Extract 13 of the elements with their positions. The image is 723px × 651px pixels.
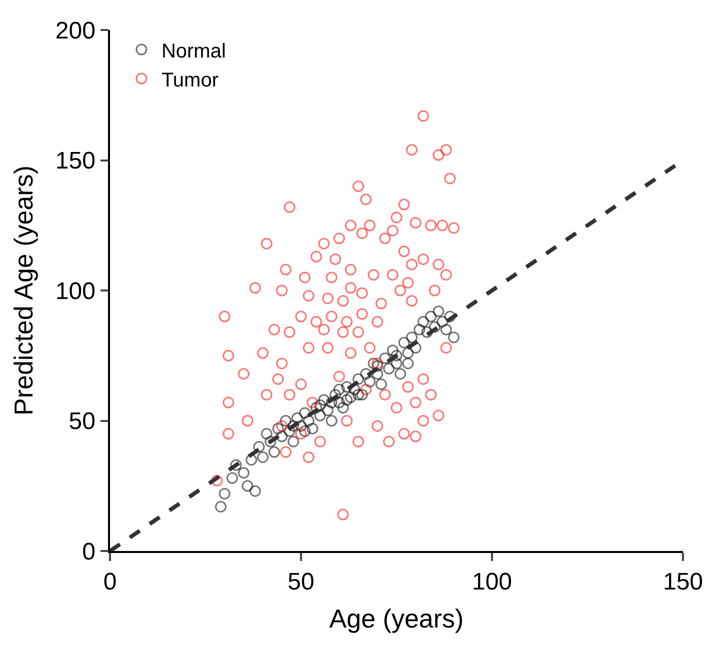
legend-label: Tumor — [161, 69, 219, 92]
y-tick-label: 0 — [82, 538, 96, 566]
x-tick-label: 100 — [472, 568, 512, 596]
y-tick-label: 100 — [55, 278, 96, 305]
y-tick-label: 200 — [55, 17, 96, 44]
y-tick-label: 150 — [55, 148, 96, 175]
x-tick-label: 50 — [288, 568, 314, 596]
legend-label: Normal — [161, 40, 226, 62]
x-tick-label: 0 — [103, 568, 117, 596]
y-tick-label: 50 — [68, 408, 96, 436]
y-axis-title: Predicted Age (years) — [8, 165, 38, 416]
x-axis-title: Age (years) — [329, 604, 464, 634]
x-tick-label: 150 — [662, 568, 704, 596]
